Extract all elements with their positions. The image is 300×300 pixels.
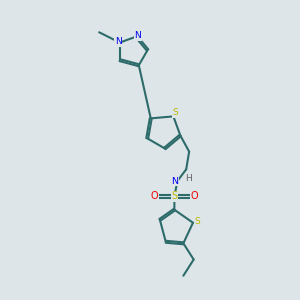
Text: H: H: [185, 174, 192, 183]
Text: S: S: [172, 108, 178, 117]
Text: N: N: [134, 31, 141, 40]
Text: N: N: [115, 37, 122, 46]
Text: N: N: [172, 177, 178, 186]
Text: S: S: [171, 191, 178, 201]
Text: S: S: [194, 217, 200, 226]
Text: O: O: [190, 191, 198, 201]
Text: O: O: [151, 191, 158, 201]
